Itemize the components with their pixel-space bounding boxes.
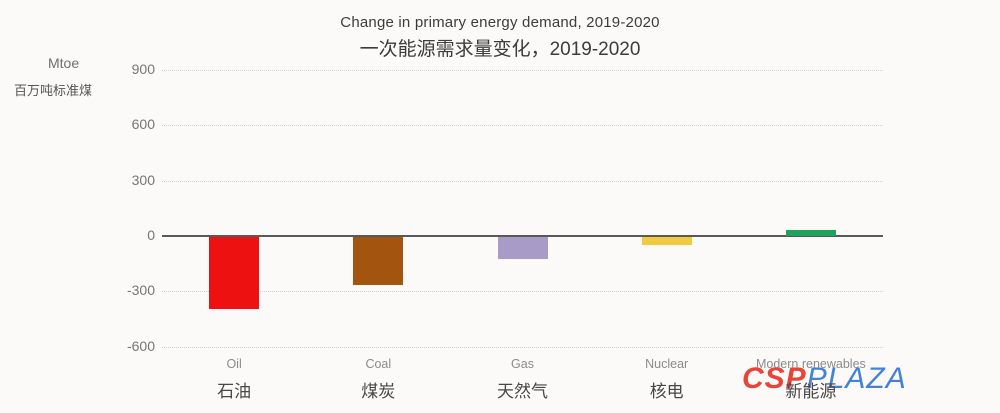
category-label-en: Nuclear [645, 357, 689, 371]
gridline [162, 125, 883, 127]
watermark-part1: CSP [742, 362, 807, 395]
bar-nuclear [641, 237, 692, 246]
chart-title-zh: 一次能源需求量变化，2019-2020 [359, 38, 641, 60]
y-axis-tick-label: -300 [126, 282, 155, 299]
category-label-en: Gas [511, 357, 534, 371]
category-label-zh: 新能源 [785, 382, 837, 401]
category-label-en: Oil [226, 357, 242, 371]
category-label-zh: 石油 [217, 382, 252, 401]
y-axis-unit-zh: 百万吨标准煤 [14, 83, 93, 98]
chart-title-en: Change in primary energy demand, 2019-20… [340, 14, 660, 31]
y-axis-tick-label: 600 [131, 116, 155, 133]
category-label-en: Modern renewables [755, 357, 866, 371]
bar-oil [209, 237, 260, 309]
y-axis-tick-label: 300 [131, 171, 155, 188]
category-label-zh: 煤炭 [361, 382, 396, 401]
category-label-zh: 天然气 [497, 382, 548, 401]
y-axis-tick-label: 900 [131, 61, 155, 78]
gridline [162, 180, 883, 182]
bar-coal [353, 237, 404, 285]
watermark: CSPPLAZA [742, 362, 907, 396]
y-axis-tick-label: 0 [147, 227, 155, 243]
bar-modern-renewables [785, 230, 836, 236]
zero-axis-line [162, 235, 883, 237]
chart-title-block: Change in primary energy demand, 2019-20… [0, 12, 1000, 63]
gridline [162, 70, 883, 72]
bar-gas [497, 237, 548, 260]
gridline [162, 291, 883, 293]
watermark-part2: PLAZA [806, 362, 907, 395]
gridline [162, 346, 883, 348]
y-axis-tick-label: -600 [126, 337, 155, 354]
category-label-en: Coal [365, 357, 392, 371]
category-label-zh: 核电 [649, 382, 684, 401]
y-axis-unit-en: Mtoe [48, 55, 80, 71]
